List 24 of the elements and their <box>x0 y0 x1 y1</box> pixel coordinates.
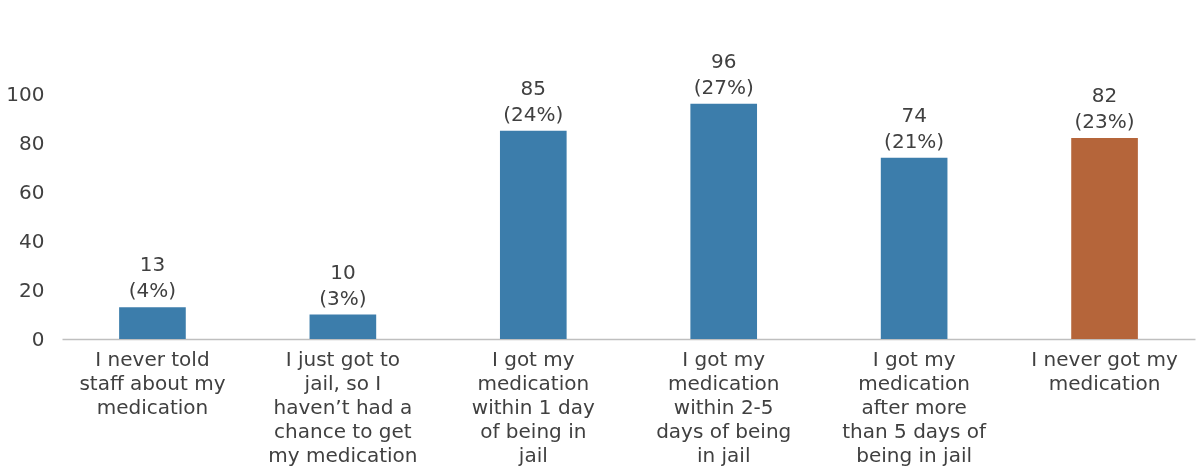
x-tick-label: I got my medication within 1 day of being in jail <box>471 346 595 467</box>
data-label: 96 (27%) <box>693 48 754 99</box>
bar <box>499 130 567 339</box>
data-label: 82 (23%) <box>1074 83 1135 134</box>
y-tick-label: 100 <box>6 81 45 106</box>
y-tick-label: 0 <box>31 326 45 351</box>
bar <box>690 103 758 339</box>
y-tick-label: 80 <box>19 130 45 155</box>
bar <box>1071 138 1138 339</box>
x-tick-label: I never got my medication <box>1031 346 1178 395</box>
y-tick-label: 20 <box>19 277 45 302</box>
bar <box>119 307 186 339</box>
data-label: 13 (4%) <box>128 252 177 303</box>
y-tick-label: 40 <box>19 228 45 253</box>
data-label: 10 (3%) <box>319 259 367 310</box>
bar <box>880 157 948 339</box>
data-label: 74 (21%) <box>884 102 945 153</box>
data-label: 85 (24%) <box>503 75 564 126</box>
x-tick-label: I got my medication within 2-5 days of being in jail <box>656 346 792 467</box>
x-tick-label: I never told staff about my medication <box>79 346 226 419</box>
x-tick-label: I got my medication after more than 5 days of being in jail <box>842 346 987 467</box>
x-tick-label: I just got to jail, so I haven’t had a chance to get my medication <box>268 346 418 467</box>
y-tick-label: 60 <box>19 179 45 204</box>
bar <box>309 314 377 339</box>
